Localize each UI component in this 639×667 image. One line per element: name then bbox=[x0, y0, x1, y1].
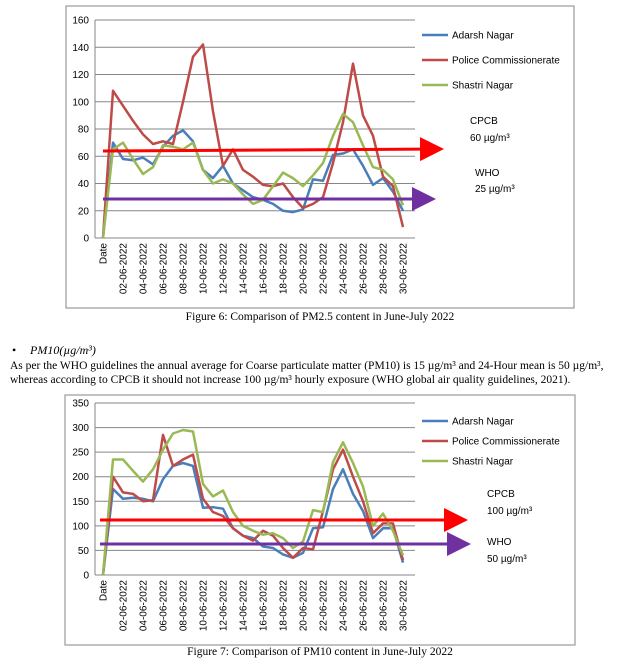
bullet: • bbox=[12, 343, 17, 357]
annotation: CPCB bbox=[470, 116, 498, 127]
chart-frame bbox=[64, 394, 576, 646]
x-tick-label: 08-06-2022 bbox=[179, 243, 190, 295]
x-tick-label: 12-06-2022 bbox=[219, 580, 230, 632]
legend-label: Police Commissionerate bbox=[452, 437, 560, 448]
x-tick-label: 14-06-2022 bbox=[239, 580, 250, 632]
figure-caption: Figure 6: Comparison of PM2.5 content in… bbox=[186, 311, 455, 323]
series-line bbox=[101, 129, 405, 239]
y-tick-label: 300 bbox=[72, 423, 89, 434]
x-tick-label: 22-06-2022 bbox=[319, 243, 330, 295]
series-line bbox=[101, 43, 405, 239]
y-tick-label: 60 bbox=[78, 152, 90, 163]
y-tick-label: 120 bbox=[72, 70, 89, 81]
section-heading: PM10(µg/m³) bbox=[30, 343, 96, 357]
y-tick-label: 200 bbox=[72, 472, 89, 483]
cpcb-arrow bbox=[102, 137, 444, 162]
annotation: 60 µg/m³ bbox=[470, 133, 510, 144]
legend-label: Adarsh Nagar bbox=[452, 31, 514, 42]
x-tick-label: Date bbox=[99, 580, 110, 602]
x-tick-label: 24-06-2022 bbox=[339, 243, 350, 295]
x-tick-label: 16-06-2022 bbox=[259, 580, 270, 632]
y-tick-label: 0 bbox=[83, 571, 89, 582]
legend-label: Shastri Nagar bbox=[452, 81, 514, 92]
x-tick-label: 14-06-2022 bbox=[239, 243, 250, 295]
y-tick-label: 50 bbox=[78, 546, 90, 557]
x-tick-label: 26-06-2022 bbox=[359, 580, 370, 632]
legend-label: Adarsh Nagar bbox=[452, 417, 514, 428]
x-tick-label: 28-06-2022 bbox=[379, 243, 390, 295]
x-tick-label: 28-06-2022 bbox=[379, 580, 390, 632]
annotation: 50 µg/m³ bbox=[487, 554, 527, 565]
x-tick-label: 26-06-2022 bbox=[359, 243, 370, 295]
y-tick-label: 140 bbox=[72, 43, 89, 54]
x-tick-label: 06-06-2022 bbox=[159, 580, 170, 632]
y-tick-label: 80 bbox=[78, 125, 90, 136]
x-tick-label: 20-06-2022 bbox=[299, 243, 310, 295]
x-tick-label: 30-06-2022 bbox=[399, 243, 410, 295]
x-tick-label: 12-06-2022 bbox=[219, 243, 230, 295]
annotation: 100 µg/m³ bbox=[487, 506, 533, 517]
legend-label: Police Commissionerate bbox=[452, 56, 560, 67]
x-tick-label: 24-06-2022 bbox=[339, 580, 350, 632]
y-tick-label: 160 bbox=[72, 16, 89, 27]
x-tick-label: 02-06-2022 bbox=[119, 580, 130, 632]
chart-frame bbox=[65, 5, 575, 309]
annotation: CPCB bbox=[487, 489, 515, 500]
x-tick-label: 16-06-2022 bbox=[259, 243, 270, 295]
x-tick-label: 30-06-2022 bbox=[399, 580, 410, 632]
x-tick-label: 04-06-2022 bbox=[139, 580, 150, 632]
series-line bbox=[101, 428, 405, 576]
x-tick-label: 06-06-2022 bbox=[159, 243, 170, 295]
y-tick-label: 0 bbox=[83, 234, 89, 245]
annotation: WHO bbox=[475, 168, 500, 179]
figure-caption: Figure 7: Comparison of PM10 content in … bbox=[187, 646, 453, 658]
legend-label: Shastri Nagar bbox=[452, 457, 514, 468]
annotation: WHO bbox=[487, 537, 512, 548]
paragraph: As per the WHO guidelines the annual ave… bbox=[10, 360, 604, 386]
y-tick-label: 150 bbox=[72, 497, 89, 508]
y-tick-label: 40 bbox=[78, 179, 90, 190]
y-tick-label: 100 bbox=[72, 97, 89, 108]
annotation: 25 µg/m³ bbox=[475, 184, 515, 195]
x-tick-label: 20-06-2022 bbox=[299, 580, 310, 632]
x-tick-label: 08-06-2022 bbox=[179, 580, 190, 632]
x-tick-label: Date bbox=[99, 243, 110, 265]
x-tick-label: 10-06-2022 bbox=[199, 243, 210, 295]
x-tick-label: 10-06-2022 bbox=[199, 580, 210, 632]
x-tick-label: 22-06-2022 bbox=[319, 580, 330, 632]
series-line bbox=[101, 112, 405, 239]
x-tick-label: 02-06-2022 bbox=[119, 243, 130, 295]
x-tick-label: 04-06-2022 bbox=[139, 243, 150, 295]
y-tick-label: 250 bbox=[72, 448, 89, 459]
y-tick-label: 350 bbox=[72, 399, 89, 410]
y-tick-label: 100 bbox=[72, 521, 89, 532]
x-tick-label: 18-06-2022 bbox=[279, 243, 290, 295]
series-line bbox=[101, 433, 405, 576]
y-tick-label: 20 bbox=[78, 206, 90, 217]
x-tick-label: 18-06-2022 bbox=[279, 580, 290, 632]
